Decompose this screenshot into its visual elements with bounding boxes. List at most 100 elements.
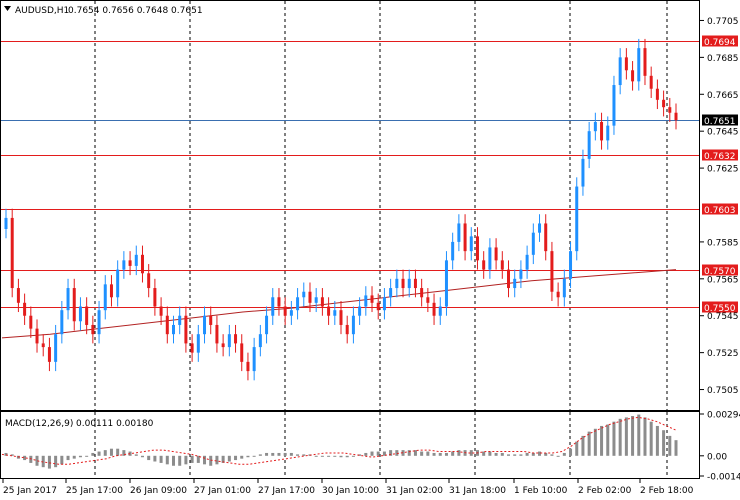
time-tick-label-8: 1 Feb 10:00 <box>514 486 568 496</box>
macd-bar-23 <box>147 455 151 461</box>
candle-body-27 <box>172 324 175 335</box>
macd-bar-73 <box>457 450 461 456</box>
candle-body-4 <box>29 315 33 329</box>
candle-body-59 <box>370 295 374 303</box>
macd-bar-97 <box>606 424 610 456</box>
time-tick-label-0: 25 Jan 2017 <box>3 486 57 496</box>
candle-body-10 <box>66 288 70 311</box>
macd-bar-44 <box>277 452 281 456</box>
macd-bar-7 <box>47 455 51 469</box>
macd-bar-38 <box>240 455 244 459</box>
candle-body-66 <box>413 278 417 289</box>
time-tick-label-2: 26 Jan 09:00 <box>130 486 187 496</box>
candle-body-9 <box>60 310 64 335</box>
candle-body-87 <box>544 223 548 252</box>
candle-body-62 <box>389 288 393 298</box>
candle-body-36 <box>227 334 231 348</box>
macd-bar-18 <box>116 448 120 456</box>
macd-bar-71 <box>444 452 448 456</box>
macd-bar-51 <box>320 455 324 457</box>
macd-bar-21 <box>134 454 138 456</box>
macd-bar-60 <box>376 451 380 456</box>
macd-bar-102 <box>637 414 641 456</box>
macd-bar-35 <box>221 455 225 463</box>
macd-bar-104 <box>649 421 653 456</box>
macd-bar-24 <box>153 455 157 462</box>
level-07603-label: 0.7603 <box>704 206 736 216</box>
candle-body-44 <box>277 297 281 307</box>
vertical-gridlines <box>94 1 668 410</box>
macd-bar-90 <box>562 452 566 456</box>
candle-body-60 <box>376 302 380 311</box>
macd-bar-0 <box>4 452 8 456</box>
macd-bar-80 <box>500 452 504 456</box>
price-tick-label-9: 0.7505 <box>707 386 739 396</box>
macd-bar-1 <box>10 454 14 456</box>
current-price-tag-text: 0.7651 <box>704 117 736 127</box>
level-07603-tag <box>702 203 738 215</box>
macd-bar-58 <box>364 452 368 456</box>
candle-body-53 <box>333 310 337 316</box>
price-axis: 0.7705 0.7685 0.7665 0.7645 0.7625 0.7585 0.75… <box>700 17 739 396</box>
candle-body-98 <box>612 85 616 126</box>
level-07694-tag <box>702 35 738 47</box>
macd-bar-52 <box>327 455 331 457</box>
candle-body-108 <box>674 112 678 121</box>
candle-body-106 <box>662 99 666 108</box>
macd-plot[interactable]: MACD(12,26,9) 0.00111 0.00180 <box>0 411 700 479</box>
price-tick-label-7: 0.7545 <box>707 312 739 322</box>
candle-body-61 <box>382 297 386 311</box>
candlesticks <box>4 38 678 381</box>
macd-bar-64 <box>401 450 405 456</box>
macd-bar-14 <box>91 452 95 456</box>
candle-body-57 <box>358 306 362 316</box>
macd-bar-57 <box>358 454 362 456</box>
candle-body-48 <box>302 291 306 298</box>
macd-bar-79 <box>494 452 498 456</box>
time-tick-label-6: 31 Jan 02:00 <box>386 486 443 496</box>
horizontal-levels[interactable] <box>0 41 700 308</box>
candle-body-99 <box>618 57 622 86</box>
macd-bar-34 <box>215 455 219 465</box>
macd-tick-label-1: 0.00 <box>707 452 727 462</box>
candle-body-91 <box>569 251 573 279</box>
macd-values: 0.00111 0.00180 <box>76 419 154 429</box>
macd-bar-17 <box>109 448 113 456</box>
candle-body-37 <box>234 334 238 344</box>
macd-bar-81 <box>507 454 510 456</box>
macd-bar-25 <box>159 455 163 463</box>
triangle-down-icon[interactable] <box>4 6 11 11</box>
candle-body-56 <box>351 315 355 335</box>
macd-bar-85 <box>531 452 535 456</box>
candle-body-101 <box>631 70 635 82</box>
candle-body-58 <box>364 295 368 307</box>
candle-body-15 <box>97 310 101 335</box>
candle-body-24 <box>153 288 157 307</box>
macd-signal-line <box>1 416 677 465</box>
candle-body-32 <box>203 315 207 335</box>
candle-body-29 <box>184 315 188 344</box>
candle-body-6 <box>41 343 45 348</box>
candle-body-25 <box>159 306 163 316</box>
candle-body-65 <box>407 278 411 289</box>
macd-bar-9 <box>60 455 64 465</box>
macd-bar-63 <box>395 450 399 456</box>
macd-bar-61 <box>382 451 386 456</box>
macd-bar-5 <box>35 455 39 466</box>
candle-body-95 <box>593 121 597 132</box>
candle-body-79 <box>494 247 498 261</box>
candle-body-0 <box>4 217 8 229</box>
macd-bar-93 <box>581 435 585 456</box>
macd-bar-26 <box>165 455 169 465</box>
macd-bar-91 <box>569 448 573 456</box>
price-plot[interactable] <box>0 0 700 411</box>
candle-body-41 <box>258 334 262 348</box>
candle-body-63 <box>395 278 399 289</box>
level-07694-label: 0.7694 <box>704 38 736 48</box>
candle-body-77 <box>482 260 486 270</box>
moving-average-line <box>1 269 677 339</box>
candle-body-75 <box>469 236 473 252</box>
macd-bar-4 <box>29 455 33 463</box>
price-tick-label-1: 0.7685 <box>707 54 739 64</box>
